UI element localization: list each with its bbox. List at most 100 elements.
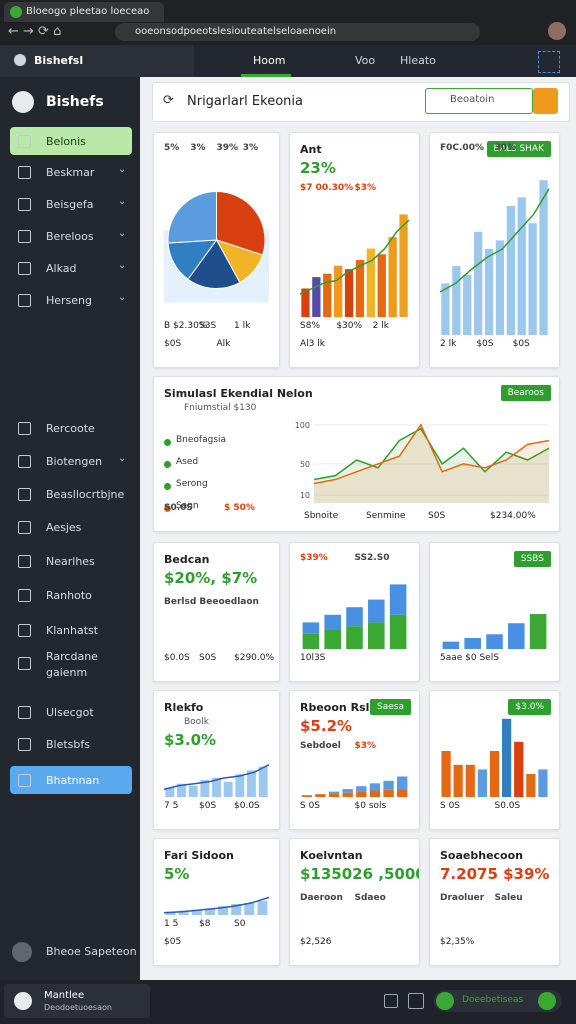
card-label: S0.0S [164, 503, 193, 513]
sidebar-item[interactable]: Rarcdane gaienm [10, 649, 132, 679]
sidebar-item[interactable]: Nearlhes [10, 547, 132, 575]
button-label: Doeebetiseas [462, 995, 524, 1005]
bar [484, 249, 494, 335]
sidebar-item[interactable]: Bereloos ⌄ [10, 222, 132, 250]
bar [165, 787, 175, 797]
item-icon [18, 230, 31, 243]
card-footer: $0.0S [164, 653, 190, 663]
card-footer: $30% [336, 321, 363, 331]
sidebar-item[interactable]: Belonis [10, 127, 132, 155]
chevron: ⌄ [118, 164, 127, 175]
card-label: $ 50% [224, 503, 255, 513]
card-footer: $2,35% [440, 937, 475, 947]
nav-buttons[interactable]: ← → ⟳ ⌂ [8, 24, 62, 39]
action-button[interactable]: Doeebetiseas [434, 990, 562, 1012]
card-title: Bedcan [164, 553, 210, 566]
sidebar-item[interactable]: Aesjes [10, 513, 132, 541]
card-footer: S 0S [300, 801, 321, 811]
y-tick-label: 10 [300, 491, 310, 500]
item-icon [18, 555, 31, 568]
card: BALS SHAK F0C.00% 30% 2 lk $0S $0S [429, 132, 560, 368]
card-label: 3% [190, 143, 206, 153]
pie-backdrop [164, 230, 269, 303]
user-box[interactable]: Mantlee Deodoetuoesaon [4, 984, 150, 1018]
bar [397, 789, 408, 797]
app-header: Bishefsl Hoom Voo Hleato [0, 45, 576, 77]
address-bar[interactable]: ooeonsodpoeotslesiouteatelseloaenoein [115, 23, 480, 41]
trend-line [439, 188, 550, 293]
item-icon [18, 166, 31, 179]
sidebar-item[interactable]: Klanhatst [10, 616, 132, 644]
search-button[interactable] [533, 88, 558, 114]
icon[interactable] [408, 993, 424, 1009]
sidebar-item[interactable]: Bletsbfs [10, 730, 132, 758]
sidebar-item[interactable]: Rercoote [10, 414, 132, 442]
bar [324, 630, 341, 649]
avatar[interactable] [548, 22, 566, 40]
card-footer: Senmine [366, 511, 406, 521]
bottom-bar: Mantlee Deodoetuoesaon Doeebetiseas [0, 980, 576, 1024]
line [313, 427, 550, 481]
area [314, 424, 549, 503]
item-icon [18, 422, 31, 435]
sidebar-item[interactable]: Beasllocrtbjne [10, 480, 132, 508]
card-footer: B $2.30% [164, 321, 208, 331]
item-label: Rarcdane gaienm [46, 650, 98, 679]
nav-item[interactable]: Hoom [253, 54, 286, 67]
card-footer: Al3 lk [300, 339, 325, 349]
brand-icon [14, 54, 26, 66]
card-footer: $290.0% [234, 653, 275, 663]
icon-button[interactable] [538, 51, 560, 73]
sidebar-item[interactable]: Bhatnnan [10, 766, 132, 794]
card: Rbeoon Rslen $5.2% Saesa Sebdoel $3% S 0S $0 s… [289, 690, 420, 830]
card-label: Sebdoel [300, 741, 341, 751]
card: Soaebhecoon 7.2075 $39% Draoluer Saleu $2,35… [429, 838, 560, 966]
bar [383, 789, 394, 797]
bar [247, 770, 256, 797]
card-badge: $3.0% [508, 699, 551, 715]
card-title: Simulasl Ekendial Nelon [164, 387, 313, 400]
card-title: Rbeoon Rslen [300, 701, 385, 714]
nav-item[interactable]: Voo [355, 54, 376, 67]
item-label: Nearlhes [46, 555, 95, 568]
bar [218, 906, 229, 915]
card: 5% 3% 39% 3% B $2.30% S3S 1 lk $0S Alk [153, 132, 280, 368]
bar [346, 626, 363, 649]
bar [342, 789, 353, 793]
sidebar-item[interactable]: Beskmar ⌄ [10, 158, 132, 186]
item-label: Bereloos [46, 230, 94, 243]
sidebar-item[interactable]: Herseng ⌄ [10, 286, 132, 314]
bar [328, 793, 340, 797]
button-icon [538, 992, 556, 1010]
sidebar-item[interactable]: Alkad ⌄ [10, 254, 132, 282]
search-input[interactable]: Beoatoin [425, 88, 533, 114]
bar [356, 791, 367, 797]
chevron: ⌄ [118, 260, 127, 271]
sidebar-item[interactable]: Beisgefa ⌄ [10, 190, 132, 218]
bar [397, 776, 408, 790]
pie-slice [167, 239, 218, 280]
nav-item[interactable]: Hleato [400, 54, 436, 67]
bar [244, 902, 255, 915]
chart [442, 614, 547, 649]
tab[interactable]: Bloeogo pleetao loeceao [4, 2, 164, 22]
card-title: Soaebhecoon [440, 849, 523, 862]
header-title: Nrigarlarl Ekeonia [187, 94, 303, 109]
search-icon: ⟳ [163, 93, 174, 108]
card-footer: $234.00% [490, 511, 536, 521]
card-footer: S3S [199, 321, 217, 331]
bar [526, 774, 536, 797]
bar [506, 206, 515, 335]
card-subtitle: Boolk [184, 717, 209, 727]
sidebar-item[interactable]: Biotengen ⌄ [10, 447, 132, 475]
bar [517, 197, 526, 335]
item-label: Beskmar [46, 166, 95, 179]
tab-title: Bloeogo pleetao loeceao [26, 6, 150, 17]
sidebar-item[interactable]: Ranhoto [10, 581, 132, 609]
sidebar-footer[interactable]: Bheoe Sapeteon [46, 945, 137, 958]
legend-swatch [164, 461, 171, 468]
sidebar-item[interactable]: Ulsecgot [10, 698, 132, 726]
item-icon [18, 488, 31, 501]
icon[interactable] [384, 994, 398, 1008]
